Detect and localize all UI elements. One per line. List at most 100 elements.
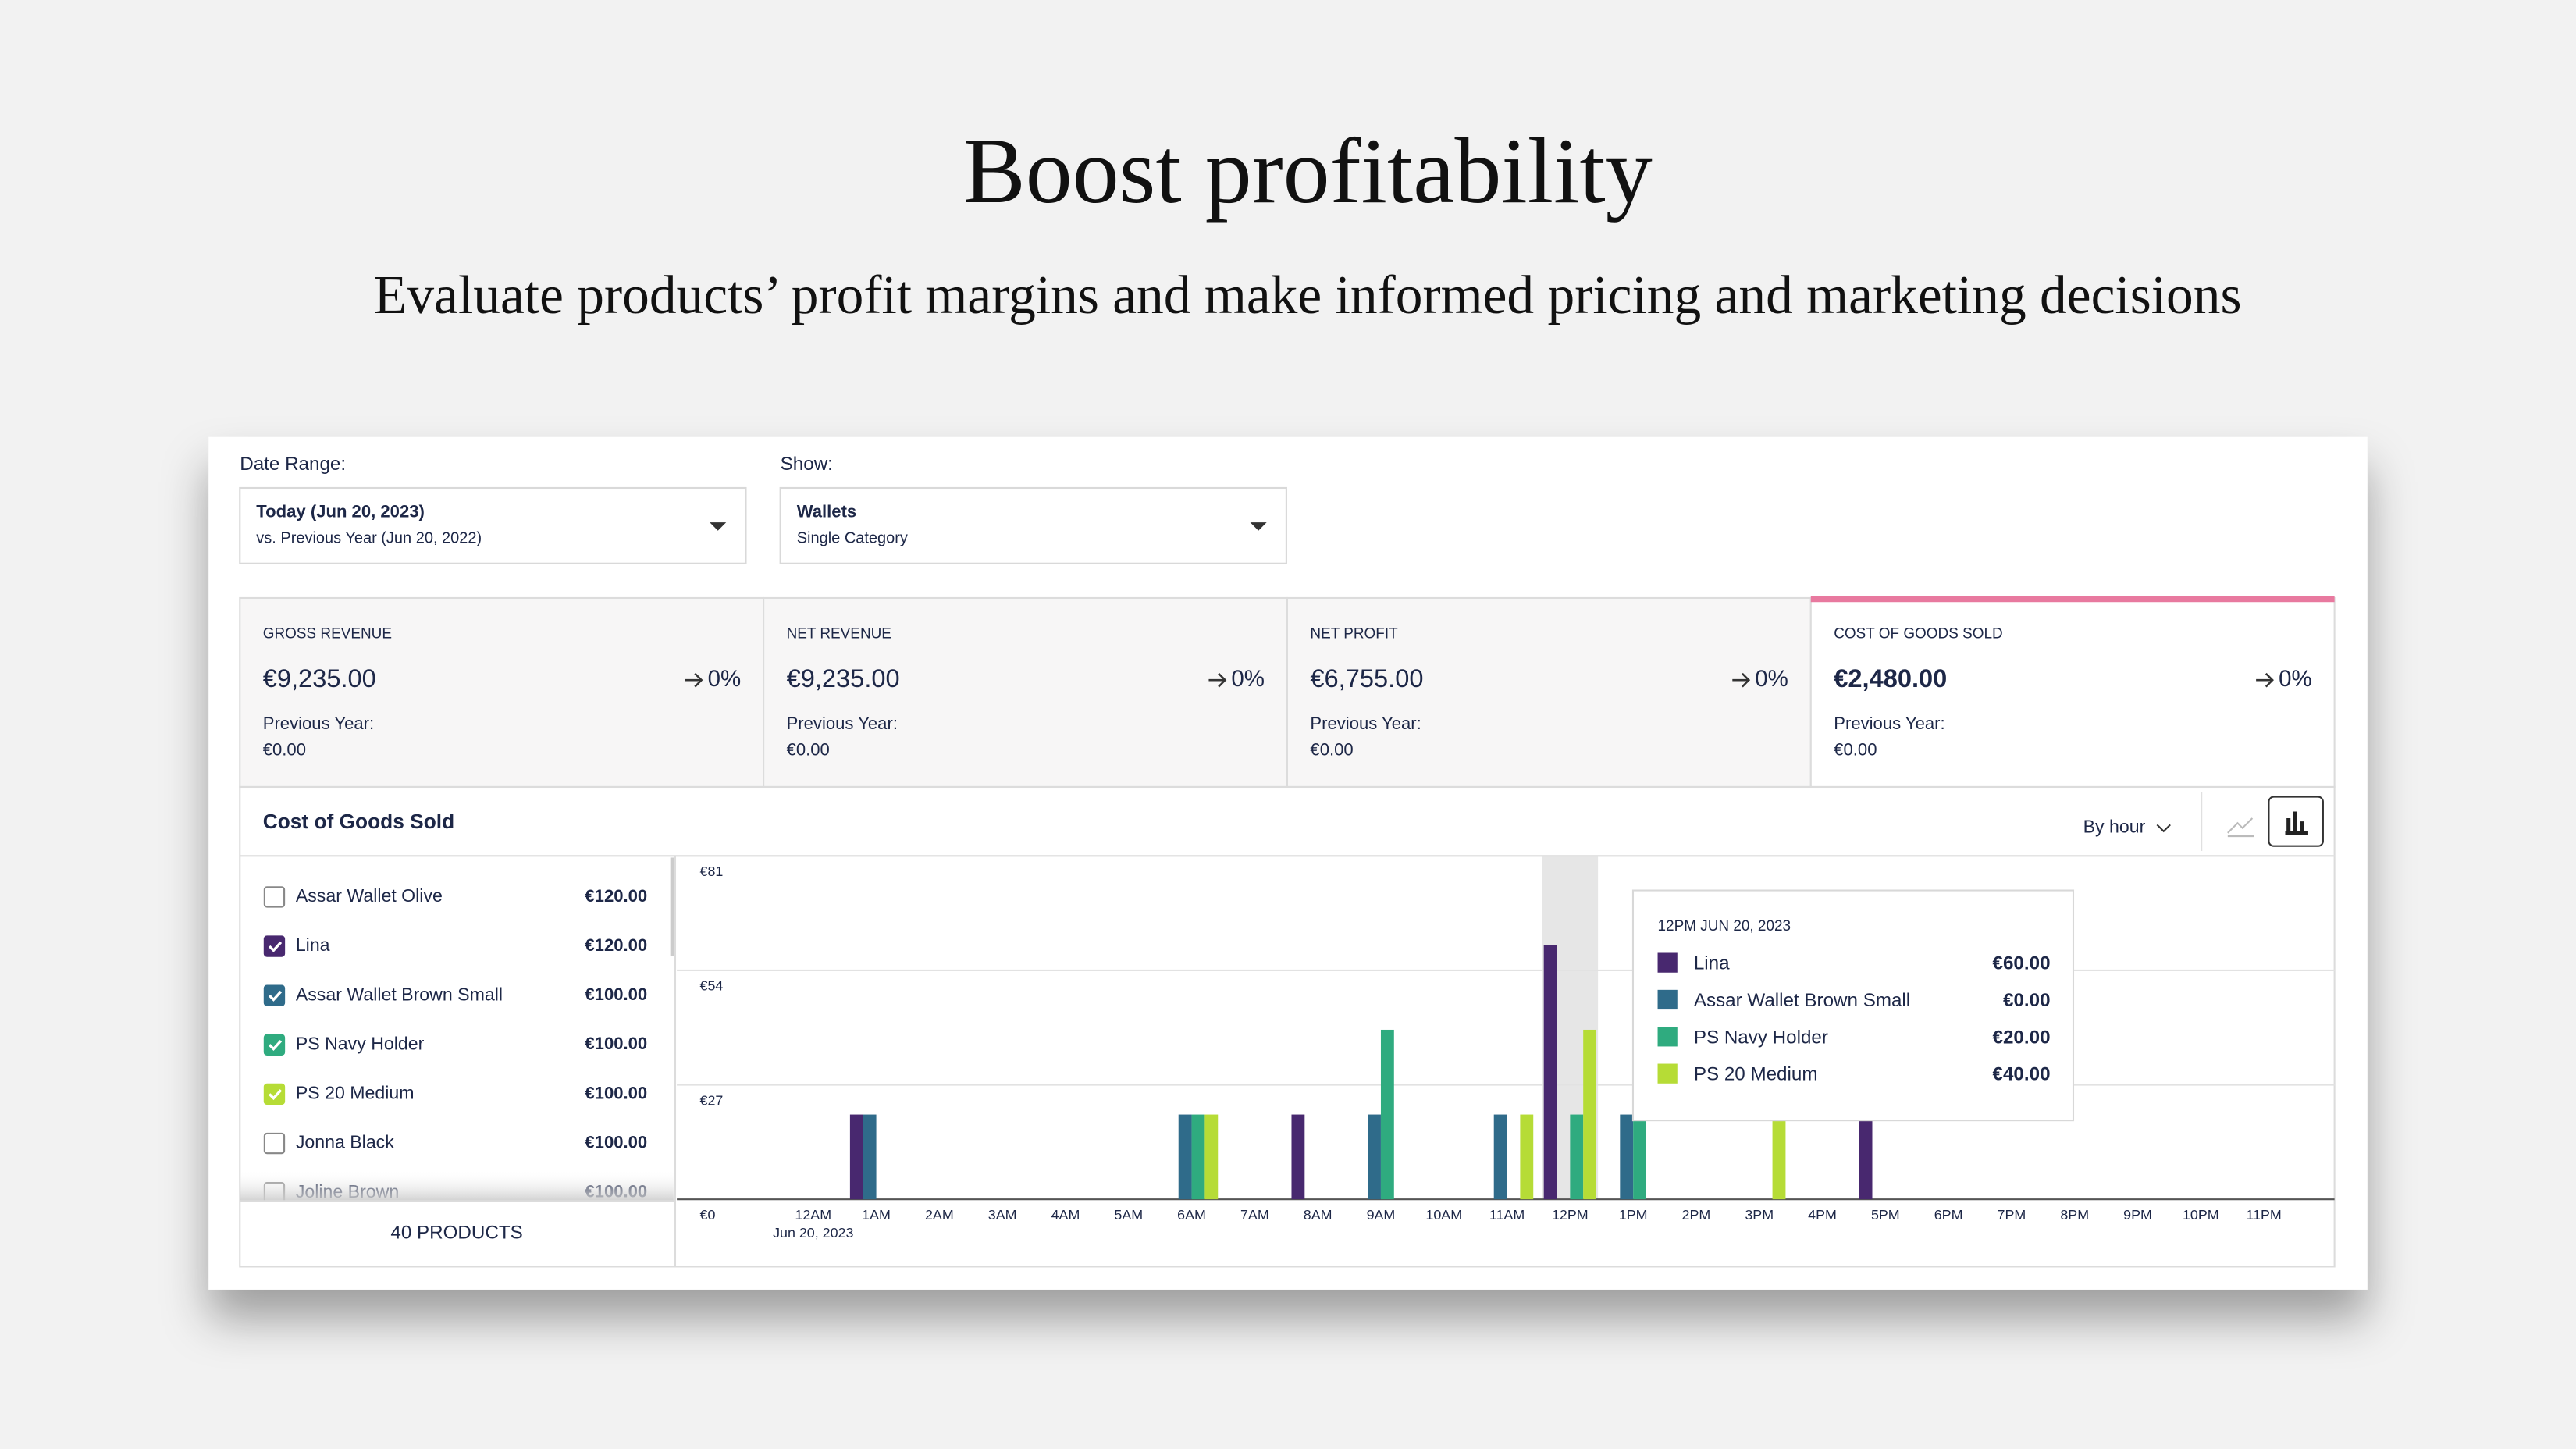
arrow-icon: [1208, 672, 1227, 688]
scrollbar: [670, 857, 674, 956]
dropdown-value: Today (Jun 20, 2023): [256, 501, 425, 521]
tooltip-value: €20.00: [1993, 1027, 2051, 1048]
filter-label: Show:: [781, 454, 833, 475]
y-tick-label: €0: [700, 1207, 716, 1223]
tooltip-value: €60.00: [1993, 953, 2051, 974]
bar: [1380, 1029, 1394, 1200]
bar: [1520, 1114, 1534, 1200]
tooltip-name: Assar Wallet Brown Small: [1694, 990, 1910, 1011]
previous-value: €0.00: [1310, 739, 1353, 759]
checkbox[interactable]: [263, 1132, 286, 1155]
product-value: €100.00: [585, 1034, 647, 1053]
x-tick-label: 12PM: [1552, 1207, 1589, 1223]
granularity[interactable]: By hour: [2083, 817, 2146, 837]
bar: [1191, 1114, 1205, 1200]
subtitle: Evaluate products’ profit margins and ma…: [374, 265, 2242, 326]
kpi-label: GROSS REVENUE: [263, 625, 392, 642]
dropdown[interactable]: [779, 486, 1287, 564]
bar: [1368, 1114, 1381, 1200]
kpi-value: €9,235.00: [787, 664, 900, 692]
kpi-card[interactable]: [1809, 596, 2336, 789]
previous-value: €0.00: [787, 739, 830, 759]
bar: [863, 1114, 877, 1200]
x-tick-label: 6AM: [1177, 1207, 1206, 1223]
bar-chart-icon: [2285, 811, 2308, 835]
x-tick-label: 12AM: [795, 1207, 831, 1223]
x-tick-label: 9PM: [2123, 1207, 2152, 1223]
bar: [1291, 1114, 1305, 1200]
bar: [1859, 1114, 1873, 1200]
arrow-icon: [2256, 672, 2274, 688]
x-tick-label: 5AM: [1114, 1207, 1143, 1223]
tooltip-title: 12PM JUN 20, 2023: [1658, 918, 1791, 935]
line-chart-icon[interactable]: [2227, 817, 2254, 838]
tooltip-swatch: [1657, 1027, 1678, 1047]
kpi-change: 0%: [1755, 666, 1788, 692]
y-tick-label: €54: [700, 978, 724, 994]
tooltip-value: €40.00: [1993, 1064, 2051, 1085]
check: [268, 990, 283, 1002]
chevron: [2156, 824, 2171, 833]
x-tick-label: 1AM: [862, 1207, 891, 1223]
kpi-label: COST OF GOODS SOLD: [1834, 625, 2002, 642]
product-value: €100.00: [585, 984, 647, 1004]
kpi-change: 0%: [2279, 666, 2312, 692]
kpi-value: €2,480.00: [1834, 664, 1947, 692]
product-value: €120.00: [585, 886, 647, 906]
x-tick-label: 7PM: [1998, 1207, 2026, 1223]
checkbox[interactable]: [263, 984, 286, 1006]
checkbox[interactable]: [263, 1083, 286, 1105]
bar: [849, 1114, 863, 1200]
check: [268, 1039, 283, 1052]
product-name: Assar Wallet Brown Small: [296, 984, 503, 1004]
bar: [1543, 945, 1557, 1200]
kpi-active-bar: [1810, 596, 2335, 603]
tooltip-swatch: [1657, 1063, 1678, 1084]
kpi-change: 0%: [1231, 666, 1265, 692]
previous-label: Previous Year:: [787, 714, 898, 733]
dropdown-detail: Single Category: [797, 529, 908, 546]
checkbox[interactable]: [263, 1034, 286, 1056]
panel-title: Cost of Goods Sold: [263, 810, 454, 833]
check: [268, 1089, 283, 1101]
caret: [1250, 522, 1267, 531]
checkbox[interactable]: [263, 935, 286, 957]
dropdown-value: Wallets: [797, 501, 856, 521]
kpi-card[interactable]: [239, 596, 765, 789]
previous-label: Previous Year:: [1310, 714, 1421, 733]
bar: [1570, 1114, 1584, 1200]
y-tick-label: €81: [700, 863, 724, 879]
previous-value: €0.00: [263, 739, 306, 759]
x-tick-label: 8PM: [2060, 1207, 2089, 1223]
product-value: €100.00: [585, 1132, 647, 1152]
product-name: PS Navy Holder: [296, 1033, 425, 1053]
tooltip: [1631, 889, 2075, 1122]
x-tick-label: 10AM: [1425, 1207, 1462, 1223]
title: Boost profitability: [963, 119, 1653, 223]
product-name: Lina: [296, 935, 330, 955]
x-tick-label: 11AM: [1489, 1207, 1525, 1223]
dropdown[interactable]: [239, 486, 747, 564]
dropdown-detail: vs. Previous Year (Jun 20, 2022): [256, 529, 482, 546]
previous-label: Previous Year:: [263, 714, 374, 733]
x-tick-label: 2PM: [1682, 1207, 1711, 1223]
kpi-label: NET REVENUE: [787, 625, 891, 642]
bar: [1772, 1114, 1786, 1200]
caret: [710, 522, 727, 531]
x-tick-label: 5PM: [1871, 1207, 1900, 1223]
product-count: 40 PRODUCTS: [390, 1223, 522, 1244]
kpi-card[interactable]: [1286, 596, 1812, 789]
x-tick-label: 3PM: [1745, 1207, 1774, 1223]
kpi-card[interactable]: [763, 596, 1289, 789]
bar: [1204, 1114, 1219, 1200]
tooltip-name: PS Navy Holder: [1694, 1027, 1828, 1048]
x-tick-label: 4PM: [1808, 1207, 1837, 1223]
tooltip-value: €0.00: [2003, 990, 2051, 1011]
filter-label: Date Range:: [240, 454, 346, 475]
check: [268, 941, 283, 952]
x-tick-label: 10PM: [2183, 1207, 2219, 1223]
checkbox[interactable]: [263, 886, 286, 908]
arrow-icon: [1732, 672, 1751, 688]
x-tick-label: 2AM: [925, 1207, 954, 1223]
